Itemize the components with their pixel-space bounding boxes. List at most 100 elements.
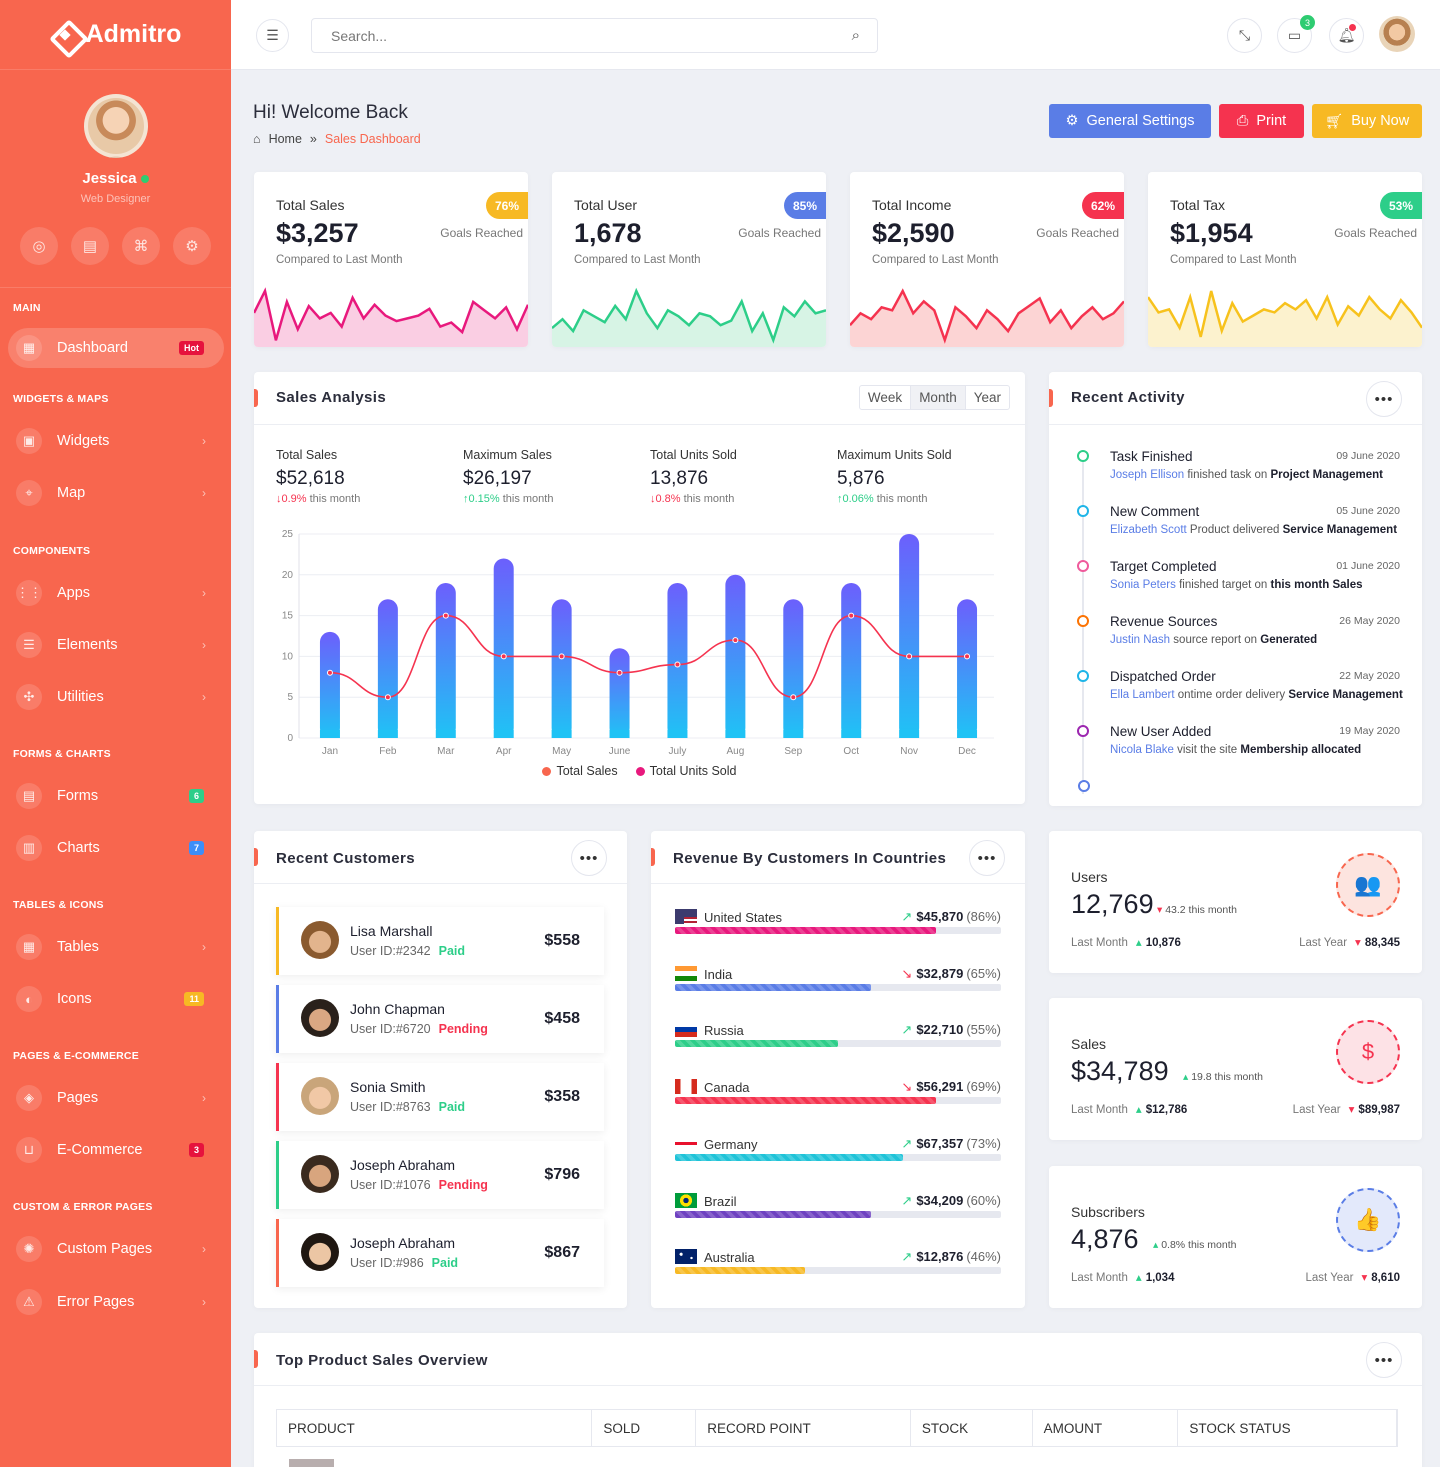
menu-toggle-icon[interactable]: ☰ bbox=[256, 19, 289, 52]
line-point[interactable] bbox=[906, 653, 913, 660]
country-row[interactable]: Australia ↗ $12,876 (46%) bbox=[673, 1249, 1001, 1277]
sidebar-item-apps[interactable]: ⋮⋮ Apps › bbox=[8, 573, 224, 613]
tab-month[interactable]: Month bbox=[911, 386, 966, 409]
line-point[interactable] bbox=[326, 669, 333, 676]
bar-total-sales[interactable] bbox=[957, 599, 978, 738]
sidebar-item-map[interactable]: ⌖ Map › bbox=[8, 473, 224, 513]
activity-item[interactable]: Revenue Sources 26 May 2020 Justin Nash so… bbox=[1049, 612, 1422, 662]
sidebar-item-utilities[interactable]: ✣ Utilities › bbox=[8, 677, 224, 717]
more-options-icon[interactable]: ••• bbox=[969, 840, 1005, 876]
country-row[interactable]: United States ↗ $45,870 (86%) bbox=[673, 909, 1001, 937]
bar-total-sales[interactable] bbox=[783, 599, 804, 738]
bar-total-sales[interactable] bbox=[435, 582, 456, 738]
line-point[interactable] bbox=[500, 653, 507, 660]
activity-item[interactable]: Target Completed 01 June 2020 Sonia Peters… bbox=[1049, 557, 1422, 607]
user-avatar[interactable] bbox=[1379, 16, 1415, 52]
line-point[interactable] bbox=[616, 669, 623, 676]
document-icon[interactable]: ▤ bbox=[71, 227, 109, 265]
country-row[interactable]: Brazil ↗ $34,209 (60%) bbox=[673, 1192, 1001, 1221]
x-tick-label: Nov bbox=[900, 746, 918, 757]
general-settings-button[interactable]: ⚙ General Settings bbox=[1049, 104, 1211, 138]
activity-user-link[interactable]: Sonia Peters bbox=[1110, 579, 1176, 591]
bar-total-sales[interactable] bbox=[493, 558, 514, 738]
column-header[interactable]: AMOUNT bbox=[1033, 1410, 1179, 1446]
activity-item[interactable]: Dispatched Order 22 May 2020 Ella Lambert … bbox=[1049, 667, 1422, 717]
column-header[interactable]: STOCK bbox=[911, 1410, 1033, 1446]
country-row[interactable]: Russia ↗ $22,710 (55%) bbox=[673, 1022, 1001, 1050]
bar-total-sales[interactable] bbox=[841, 582, 862, 738]
search-input[interactable]: Search... ⌕ bbox=[311, 18, 878, 53]
activity-user-link[interactable]: Nicola Blake bbox=[1110, 744, 1174, 756]
buy-now-button[interactable]: 🛒︎ Buy Now bbox=[1312, 104, 1422, 138]
customer-row[interactable]: Lisa Marshall User ID:#2342 Paid $558 bbox=[276, 907, 604, 975]
line-point[interactable] bbox=[558, 653, 565, 660]
bar-total-sales[interactable] bbox=[609, 648, 630, 738]
sidebar-item-pages[interactable]: ◈ Pages › bbox=[8, 1078, 224, 1118]
customer-row[interactable]: Joseph Abraham User ID:#1076 Pending $796 bbox=[276, 1141, 604, 1209]
sidebar-item-tables[interactable]: ▦ Tables › bbox=[8, 927, 224, 967]
sidebar-item-e-commerce[interactable]: ⊔ E-Commerce 3 bbox=[8, 1130, 224, 1170]
settings-gear-icon[interactable]: ⚙ bbox=[173, 227, 211, 265]
sidebar-item-elements[interactable]: ☰ Elements › bbox=[8, 625, 224, 665]
profile-avatar[interactable] bbox=[83, 94, 148, 158]
line-point[interactable] bbox=[674, 661, 681, 668]
bar-total-sales[interactable] bbox=[377, 599, 398, 738]
sidebar-item-icons[interactable]: ◐ Icons 11 bbox=[8, 979, 224, 1019]
fullscreen-icon[interactable]: ⤡ bbox=[1227, 18, 1262, 53]
sidebar-item-custom-pages[interactable]: ✺ Custom Pages › bbox=[8, 1229, 224, 1269]
column-header[interactable]: STOCK STATUS bbox=[1178, 1410, 1398, 1446]
share-nodes-icon[interactable]: ⌘ bbox=[122, 227, 160, 265]
sidebar-item-error-pages[interactable]: ⚠ Error Pages › bbox=[8, 1282, 224, 1322]
column-header[interactable]: SOLD bbox=[592, 1410, 697, 1446]
activity-user-link[interactable]: Elizabeth Scott bbox=[1110, 524, 1187, 536]
sidebar-item-dashboard[interactable]: ▦ Dashboard Hot bbox=[8, 328, 224, 368]
stat-goal-label: Goals Reached bbox=[440, 226, 523, 240]
line-point[interactable] bbox=[848, 612, 855, 619]
country-row[interactable]: India ↘ $32,879 (65%) bbox=[673, 965, 1001, 994]
more-options-icon[interactable]: ••• bbox=[1366, 1342, 1402, 1378]
more-options-icon[interactable]: ••• bbox=[571, 840, 607, 876]
page-title: Hi! Welcome Back bbox=[253, 102, 408, 123]
activity-item[interactable]: New Comment 05 June 2020 Elizabeth Scott P… bbox=[1049, 502, 1422, 552]
bar-total-sales[interactable] bbox=[899, 534, 920, 738]
tab-week[interactable]: Week bbox=[860, 386, 912, 409]
activity-item[interactable]: New User Added 19 May 2020 Nicola Blake vi… bbox=[1049, 722, 1422, 772]
messages-icon[interactable]: ▭ 3 bbox=[1277, 15, 1315, 53]
country-name: Germany bbox=[704, 1136, 758, 1152]
legend-item[interactable]: Total Units Sold bbox=[635, 764, 737, 778]
trend-down-icon: ↘ bbox=[901, 1079, 913, 1095]
more-options-icon[interactable]: ••• bbox=[1366, 381, 1402, 417]
bar-total-sales[interactable] bbox=[551, 599, 572, 738]
sidebar-item-charts[interactable]: ▥ Charts 7 bbox=[8, 828, 224, 868]
bar-total-sales[interactable] bbox=[319, 631, 340, 738]
notification-bell-icon[interactable]: 🔔︎ bbox=[1329, 18, 1364, 53]
customer-row[interactable]: Joseph Abraham User ID:#986 Paid $867 bbox=[276, 1219, 604, 1287]
stat-card-total-income: Total Income $2,590 Compared to Last Month… bbox=[850, 172, 1124, 347]
column-header[interactable]: RECORD POINT bbox=[696, 1410, 911, 1446]
bar-total-sales[interactable] bbox=[667, 582, 688, 738]
tab-year[interactable]: Year bbox=[973, 390, 1001, 405]
support-lifebuoy-icon[interactable]: ◎ bbox=[20, 227, 58, 265]
column-header[interactable]: PRODUCT bbox=[277, 1410, 593, 1446]
activity-user-link[interactable]: Ella Lambert bbox=[1110, 689, 1175, 701]
line-point[interactable] bbox=[732, 637, 739, 644]
brand-logo[interactable]: Admitro bbox=[0, 0, 231, 70]
breadcrumb-home[interactable]: Home bbox=[268, 132, 302, 146]
search-icon[interactable]: ⌕ bbox=[851, 27, 860, 44]
line-point[interactable] bbox=[964, 653, 971, 660]
activity-user-link[interactable]: Justin Nash bbox=[1110, 634, 1171, 646]
bar-total-sales[interactable] bbox=[725, 574, 746, 738]
sidebar-item-forms[interactable]: ▤ Forms 6 bbox=[8, 776, 224, 816]
print-button[interactable]: ⎙ Print bbox=[1219, 104, 1304, 138]
customer-row[interactable]: John Chapman User ID:#6720 Pending $458 bbox=[276, 985, 604, 1053]
country-row[interactable]: Canada ↘ $56,291 (69%) bbox=[673, 1079, 1001, 1107]
line-point[interactable] bbox=[790, 694, 797, 701]
line-point[interactable] bbox=[442, 612, 449, 619]
customer-row[interactable]: Sonia Smith User ID:#8763 Paid $358 bbox=[276, 1063, 604, 1131]
legend-item[interactable]: Total Sales bbox=[542, 764, 618, 778]
activity-user-link[interactable]: Joseph Ellison bbox=[1110, 469, 1185, 481]
activity-item[interactable]: Task Finished 09 June 2020 Joseph Ellison … bbox=[1049, 447, 1422, 497]
country-row[interactable]: Germany ↗ $67,357 (73%) bbox=[673, 1135, 1001, 1164]
sidebar-item-widgets[interactable]: ▣ Widgets › bbox=[8, 421, 224, 461]
line-point[interactable] bbox=[384, 694, 391, 701]
